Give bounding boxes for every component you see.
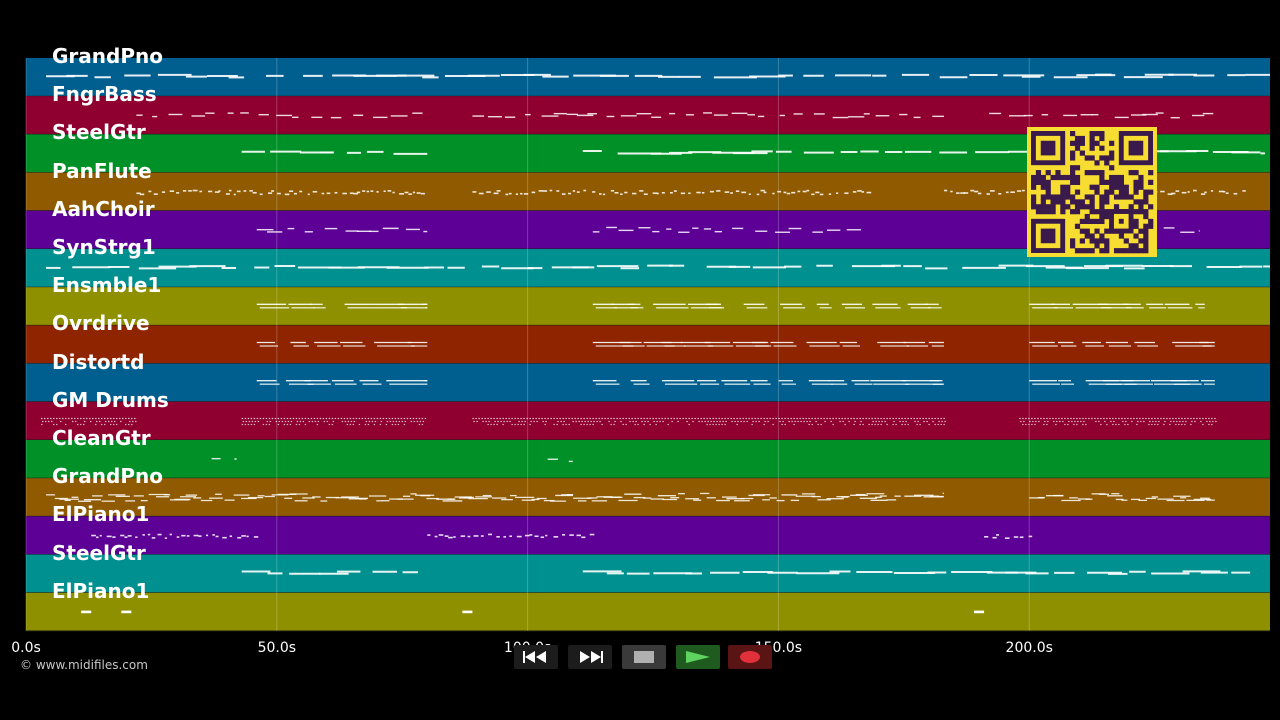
- track-lane: [26, 58, 1270, 97]
- note-segment: [984, 534, 1033, 539]
- note-segment: [256, 380, 428, 385]
- track-lane-background: [26, 592, 1270, 631]
- fast-forward-button[interactable]: [568, 645, 612, 669]
- transport-bar: [510, 642, 772, 672]
- note-segment: [592, 303, 942, 309]
- note-segment: [46, 492, 944, 502]
- note-segment: [256, 341, 428, 347]
- track-label: Ensmble1: [52, 273, 162, 298]
- copyright-text: © www.midifiles.com: [20, 658, 148, 672]
- track-label: Distortd: [52, 349, 145, 374]
- note-segment: [91, 533, 259, 539]
- tick-label: 0.0s: [11, 640, 41, 656]
- note-segment: [1029, 341, 1215, 347]
- note-segment: [472, 112, 944, 119]
- tick-label: 200.0s: [1005, 640, 1053, 656]
- track-label: CleanGtr: [52, 426, 151, 450]
- track-label: PanFlute: [52, 158, 152, 183]
- play-button[interactable]: [676, 645, 720, 669]
- note-segment: [241, 570, 418, 575]
- track-label: FngrBass: [52, 82, 157, 107]
- note-segment: [1029, 380, 1215, 385]
- qr-code-icon: [1027, 127, 1157, 257]
- note-segment: [472, 189, 872, 196]
- tick-label: 50.0s: [257, 640, 297, 656]
- note-segment: [1019, 417, 1217, 426]
- note-segment: [256, 303, 428, 309]
- rewind-icon: [523, 651, 546, 663]
- stop-icon: [634, 651, 654, 663]
- track-lane-background: [26, 516, 1270, 555]
- note-segment: [1029, 493, 1215, 502]
- track-lane-background: [26, 363, 1270, 402]
- track-label: GrandPno: [52, 464, 163, 489]
- track-lane-background: [26, 478, 1270, 517]
- note-segment: [256, 227, 428, 233]
- note-segment: [41, 417, 137, 426]
- note-segment: [592, 226, 861, 233]
- track-label: ElPiano1: [52, 578, 150, 603]
- track-lane: [26, 440, 1270, 479]
- track-label: GrandPno: [52, 44, 163, 68]
- track-lane: [26, 401, 1270, 441]
- note-segment: [592, 380, 944, 385]
- note-segment: [989, 112, 1214, 119]
- track-label: GM Drums: [52, 387, 169, 412]
- note-segment: [472, 417, 946, 426]
- track-label: AahChoir: [52, 196, 155, 221]
- track-lane-background: [26, 287, 1270, 326]
- track-label: ElPiano1: [52, 502, 150, 527]
- track-lane: [26, 516, 1270, 556]
- note-segment: [1029, 303, 1205, 309]
- note-segment: [582, 570, 1251, 575]
- track-lane-background: [26, 440, 1270, 479]
- track-lane: [26, 325, 1270, 365]
- fast-forward-icon: [580, 651, 603, 663]
- note-segment: [136, 189, 425, 196]
- stop-button[interactable]: [622, 645, 666, 669]
- note-segment: [46, 73, 1270, 79]
- note-segment: [241, 417, 427, 426]
- track-label: SteelGtr: [52, 120, 146, 145]
- play-icon: [686, 651, 710, 663]
- track-lane-background: [26, 325, 1270, 364]
- note-segment: [241, 150, 428, 155]
- note-segment: [136, 112, 423, 119]
- rewind-button[interactable]: [514, 645, 558, 669]
- record-icon: [740, 651, 760, 663]
- track-lane: [26, 592, 1270, 632]
- track-label: SteelGtr: [52, 540, 146, 565]
- track-label: Ovrdrive: [52, 311, 150, 336]
- track-lane: [26, 478, 1270, 517]
- note-segment: [592, 341, 944, 347]
- note-segment: [427, 533, 595, 539]
- track-lane: [26, 363, 1270, 403]
- track-lane: [26, 554, 1270, 594]
- note-segment: [547, 458, 573, 463]
- note-segment: [46, 264, 1270, 270]
- track-lane: [26, 287, 1270, 326]
- record-button[interactable]: [728, 645, 772, 669]
- track-label: SynStrg1: [52, 235, 156, 259]
